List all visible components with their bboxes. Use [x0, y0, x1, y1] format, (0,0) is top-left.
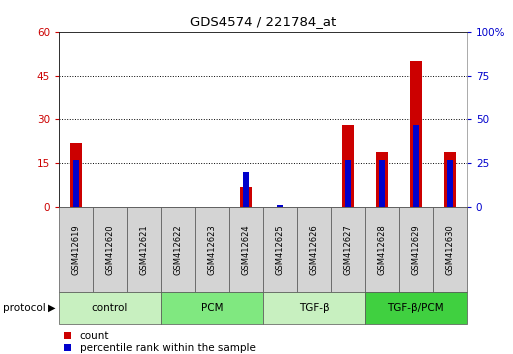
Text: TGF-β: TGF-β [299, 303, 329, 313]
Text: control: control [92, 303, 128, 313]
Bar [243, 172, 249, 207]
Legend: count, percentile rank within the sample: count, percentile rank within the sample [64, 331, 255, 353]
Title: GDS4574 / 221784_at: GDS4574 / 221784_at [190, 15, 336, 28]
Bar [229, 207, 263, 292]
Text: GSM412621: GSM412621 [140, 224, 148, 275]
Bar [161, 207, 195, 292]
Bar [70, 143, 82, 207]
Bar [73, 160, 79, 207]
Bar [297, 207, 331, 292]
Bar [59, 292, 161, 324]
Bar [161, 292, 263, 324]
Bar [376, 152, 388, 207]
Bar [365, 292, 467, 324]
Bar [379, 160, 385, 207]
Bar [93, 207, 127, 292]
Bar [345, 160, 351, 207]
Bar [447, 160, 453, 207]
Bar [263, 207, 297, 292]
Bar [399, 207, 433, 292]
Text: GSM412628: GSM412628 [378, 224, 386, 275]
Text: ▶: ▶ [48, 303, 55, 313]
Text: GSM412625: GSM412625 [275, 224, 284, 275]
Bar [413, 125, 419, 207]
Bar [240, 187, 252, 207]
Bar [277, 205, 283, 207]
Text: GSM412623: GSM412623 [207, 224, 216, 275]
Text: PCM: PCM [201, 303, 223, 313]
Bar [365, 207, 399, 292]
Bar [59, 207, 93, 292]
Bar [433, 207, 467, 292]
Text: GSM412626: GSM412626 [309, 224, 319, 275]
Text: GSM412629: GSM412629 [411, 224, 420, 275]
Text: GSM412620: GSM412620 [106, 224, 114, 275]
Text: GSM412627: GSM412627 [343, 224, 352, 275]
Bar [410, 61, 422, 207]
Text: GSM412630: GSM412630 [445, 224, 455, 275]
Bar [263, 292, 365, 324]
Text: TGF-β/PCM: TGF-β/PCM [387, 303, 444, 313]
Bar [444, 152, 456, 207]
Text: GSM412619: GSM412619 [71, 224, 81, 275]
Bar [331, 207, 365, 292]
Text: protocol: protocol [3, 303, 45, 313]
Bar [195, 207, 229, 292]
Text: GSM412622: GSM412622 [173, 224, 183, 275]
Text: GSM412624: GSM412624 [242, 224, 250, 275]
Bar [342, 125, 354, 207]
Bar [127, 207, 161, 292]
